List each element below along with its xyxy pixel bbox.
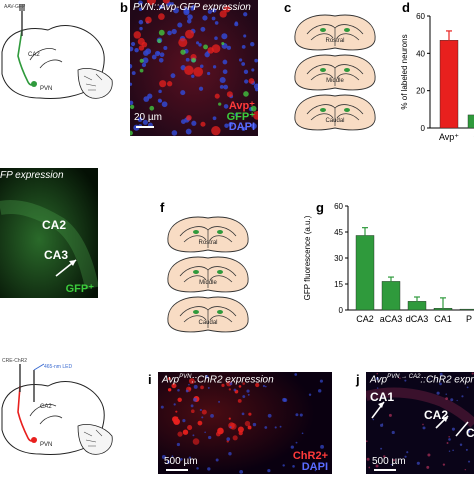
coronal-section-1: Rostral [167,216,249,253]
coronal-sections-c: Rostral Middle Caudal [294,14,376,131]
y-tick-label: 45 [334,228,343,237]
scale-text-j: 500 µm [372,456,406,467]
ca2-label-h: CA2 [40,404,52,410]
scale-bar-j [374,469,396,471]
panel-j-image: AvpPVN → CA2::ChR2 express CA1 CA2 C 500… [366,372,474,474]
panel-i-title: AvpPVN::ChR2 expression [162,374,274,385]
panel-b-title: PVN::Avp-GFP expression [133,2,251,13]
panel-g-letter: g [316,200,324,215]
panel-a: AAV-GFP CA2 PVN [0,0,116,116]
legend-b-dapi: DAPI [228,121,255,133]
section-label-caudal: Caudal [198,320,217,326]
avp-gfp-micrograph [130,0,258,136]
panel-c-letter: c [284,0,292,15]
bar-chart-g: 0 15 30 45 60 CA2 aCA3 dCA3 CA1 P GFP fluorescence… [303,202,474,324]
ca3-label-e: CA3 [44,248,69,262]
ca2-label-e: CA2 [42,218,67,232]
pvn-label-h: PVN [40,442,52,448]
panel-e-image: FP expression CA2 CA3 GFP⁺ [0,168,98,298]
coronal-section-3: Caudal [294,94,376,131]
chr2-ca2-micrograph [366,372,474,474]
panel-d-letter: d [402,0,410,15]
coronal-section-1: Rostral [294,14,376,51]
section-label-caudal: Caudal [325,118,344,124]
bar-0 [439,40,459,129]
coronal-section-2: Middle [294,54,376,91]
panel-j-title-pre: Avp [370,374,388,386]
panel-h: CRE-ChR2 465-nm LED CA2 PVN [0,356,116,472]
bar-2 [407,301,427,311]
y-tick-label: 15 [334,280,343,289]
section-label-rostral: Rostral [325,38,344,44]
ca2-label-j: CA2 [424,408,449,422]
sagittal-brain-diagram-h: CRE-ChR2 465-nm LED CA2 PVN [1,358,113,455]
bar-4 [459,308,474,311]
panel-j-letter: j [356,372,360,387]
panel-e-title: FP expression [0,170,64,181]
x-tick-label-1: aCA3 [380,314,403,324]
y-tick-label: 40 [416,49,425,58]
bar-1 [467,114,474,129]
pvn-label: PVN [40,86,52,92]
panel-i-image: AvpPVN::ChR2 expression 500 µm ChR2+ DAP… [158,372,332,474]
y-axis-label: GFP fluorescence (a.u.) [303,215,312,300]
x-tick-label-2: dCA3 [406,314,429,324]
ca1-label-j: CA1 [370,390,395,404]
injection-label: AAV-GFP [4,4,26,10]
bar-3 [433,308,453,311]
y-tick-label: 0 [339,306,344,315]
panel-g-chart: 0 15 30 45 60 CA2 aCA3 dCA3 CA1 P GFP fluorescence… [302,200,474,332]
x-tick-label-4: P [466,314,472,324]
x-tick-label-0: Avp⁺ [439,132,459,142]
legend-b-avp: Avp⁺ [228,100,255,112]
scale-text-i: 500 µm [164,456,198,467]
ca2-label: CA2 [28,52,40,58]
injection-label-h: CRE-ChR2 [2,358,27,364]
panel-i-title-pre: Avp [162,374,180,386]
y-tick-label: 20 [416,87,425,96]
section-label-middle: Middle [326,78,344,84]
panel-j-title: AvpPVN → CA2::ChR2 express [370,374,474,385]
scale-text-b: 20 µm [134,112,162,123]
panel-j-title-post: ::ChR2 express [420,374,474,386]
coronal-section-2: Middle [167,256,249,293]
bar-0 [355,235,375,311]
section-label-rostral: Rostral [198,240,217,246]
x-tick-label-3: CA1 [434,314,452,324]
panel-i-letter: i [148,372,152,387]
coronal-sections-f: Rostral Middle Caudal [167,216,249,333]
coronal-section-3: Caudal [167,296,249,333]
chr2-pvn-micrograph [158,372,332,474]
scale-bar-i [166,469,188,471]
panel-b-letter: b [120,0,128,15]
panel-f-letter: f [160,200,165,215]
legend-i-dapi: DAPI [301,461,328,473]
panel-i-title-sup: PVN [179,374,192,380]
y-tick-label: 30 [334,254,343,263]
section-label-middle: Middle [199,280,217,286]
bar-1 [381,281,401,311]
scale-bar-b [136,126,154,128]
legend-e-gfp: GFP⁺ [65,283,94,295]
y-tick-label: 60 [416,12,425,21]
ca3-label-j: C [466,426,474,440]
sagittal-brain-diagram-a: AAV-GFP CA2 PVN [1,4,113,99]
led-label: 465-nm LED [44,364,72,370]
panel-c-sections: Rostral Middle Caudal [285,10,385,138]
y-tick-label: 0 [421,124,426,133]
y-axis-label: % of labeled neurons [400,34,409,109]
panel-b-image: PVN::Avp-GFP expression 20 µm Avp⁺ GFP⁺ … [130,0,258,136]
gfp-hippocampus-micrograph [0,168,98,298]
legend-b-gfp: GFP⁺ [226,111,255,123]
panel-f-sections: Rostral Middle Caudal [158,212,258,340]
x-tick-label-0: CA2 [356,314,374,324]
panel-i-title-post: ::ChR2 expression [191,374,274,386]
panel-j-title-sup: PVN → CA2 [387,374,421,380]
y-tick-label: 60 [334,202,343,211]
legend-i-chr2: ChR2+ [292,450,328,462]
